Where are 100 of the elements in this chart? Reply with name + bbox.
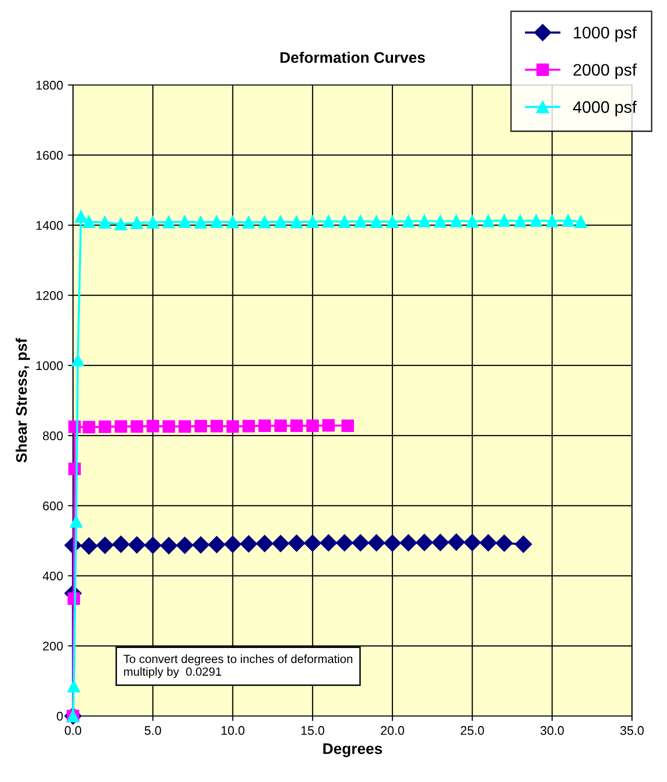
point	[498, 214, 510, 227]
point	[448, 534, 465, 551]
point	[482, 214, 495, 228]
point	[70, 515, 82, 528]
point	[80, 537, 98, 555]
point	[434, 215, 447, 228]
point	[384, 534, 401, 552]
y-tick-label: 1000	[36, 361, 63, 370]
y-axis-title: Shear Stress, psf	[16, 338, 30, 462]
point	[322, 215, 335, 228]
y-tick-label: 0	[56, 712, 63, 721]
point	[320, 534, 338, 552]
point	[74, 210, 88, 223]
point	[274, 419, 287, 432]
point	[176, 536, 194, 554]
y-tick-label: 600	[43, 501, 63, 510]
legend-label: 2000 psf	[574, 64, 637, 80]
annotation: To convert degrees to inches of deformation multiply by 0.0291	[124, 654, 352, 678]
legend-label: 1000 psf	[574, 26, 637, 42]
x-tick-label: 0.0	[64, 726, 82, 735]
point	[194, 216, 208, 229]
point	[144, 536, 162, 554]
point	[480, 534, 497, 552]
point	[82, 215, 96, 228]
point	[160, 537, 178, 554]
point	[352, 534, 370, 552]
point	[466, 215, 479, 228]
point	[114, 420, 128, 433]
point	[341, 419, 354, 432]
x-tick-label: 35.0	[620, 726, 644, 735]
point	[368, 534, 386, 552]
point	[178, 215, 192, 228]
point	[514, 536, 532, 553]
point	[416, 534, 433, 552]
point	[224, 536, 242, 553]
point	[290, 419, 303, 432]
point	[258, 216, 271, 228]
point	[226, 420, 239, 433]
legend-label: 4000 psf	[573, 100, 637, 116]
point	[98, 216, 112, 229]
point	[306, 215, 319, 228]
point	[98, 420, 112, 434]
point	[322, 419, 335, 432]
point	[336, 534, 354, 552]
point	[194, 420, 208, 432]
chart-title: Deformation Curves	[280, 52, 425, 63]
point	[240, 535, 258, 552]
point	[574, 215, 588, 228]
point	[242, 420, 255, 432]
point	[96, 536, 114, 554]
point	[130, 216, 144, 230]
x-tick-label: 20.0	[380, 726, 404, 735]
point	[208, 536, 226, 554]
point	[370, 215, 383, 228]
point	[546, 214, 558, 228]
point	[496, 534, 513, 552]
point	[258, 419, 271, 432]
point	[338, 215, 351, 228]
point	[562, 214, 574, 227]
point	[146, 420, 160, 432]
point	[68, 680, 80, 692]
point	[386, 215, 399, 228]
point	[450, 214, 463, 228]
y-tick-label: 800	[42, 431, 63, 440]
point	[112, 536, 130, 553]
x-axis-title: Degrees	[323, 743, 382, 758]
point	[530, 214, 542, 227]
point	[432, 534, 449, 552]
point	[464, 534, 481, 552]
point	[304, 534, 322, 552]
point	[400, 534, 417, 552]
point	[162, 420, 176, 433]
point	[82, 420, 96, 434]
point	[402, 215, 415, 228]
point	[210, 215, 223, 228]
point	[226, 216, 239, 228]
point	[274, 215, 287, 228]
x-tick-label: 25.0	[460, 726, 484, 735]
y-tick-label: 1600	[36, 150, 63, 160]
x-tick-label: 5.0	[144, 726, 162, 735]
point	[210, 420, 223, 432]
point	[128, 536, 146, 554]
point	[130, 420, 144, 433]
y-tick-label: 1200	[36, 291, 63, 300]
y-tick-label: 400	[42, 572, 63, 580]
point	[418, 214, 431, 228]
point	[178, 420, 192, 433]
point	[306, 419, 319, 432]
x-tick-label: 15.0	[301, 726, 324, 735]
point	[114, 218, 128, 230]
point	[272, 534, 290, 552]
y-tick-label: 1400	[36, 221, 63, 230]
point	[256, 534, 274, 552]
point	[288, 534, 306, 552]
y-tick-label: 200	[43, 642, 63, 651]
point	[514, 214, 526, 228]
point	[290, 216, 303, 228]
point	[354, 215, 367, 228]
point	[162, 216, 176, 228]
x-tick-label: 10.0	[222, 726, 244, 735]
